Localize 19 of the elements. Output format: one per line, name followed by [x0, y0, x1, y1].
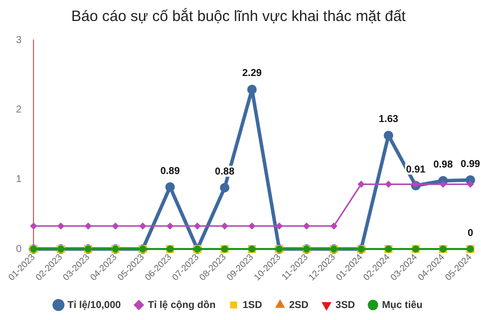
y-tick-label: 2	[16, 104, 22, 116]
legend-label: 1SD	[242, 300, 262, 311]
data-label: 2.29	[242, 68, 262, 80]
chart-title: Báo cáo sự cố bắt buộc lĩnh vực khai thác mặt đất	[71, 7, 407, 26]
legend-label: Tỉ lệ/10,000	[67, 300, 122, 311]
data-label: 0.88	[214, 166, 235, 178]
legend-label: Mục tiêu	[382, 300, 423, 311]
data-label: 0	[468, 228, 474, 239]
legend-label: Tỉ lệ cộng dồn	[148, 300, 216, 311]
data-label: 0.98	[433, 159, 454, 170]
data-label: 0.91	[406, 164, 426, 176]
data-label: 0.89	[160, 166, 180, 177]
y-tick-label: 3	[16, 34, 22, 46]
y-tick-label: 1	[16, 174, 22, 186]
y-tick-label: 0	[16, 244, 22, 255]
data-label: 1.63	[378, 114, 399, 126]
data-label: 0.99	[460, 158, 481, 170]
legend-label: 2SD	[289, 300, 309, 311]
legend-label: 3SD	[336, 300, 355, 311]
